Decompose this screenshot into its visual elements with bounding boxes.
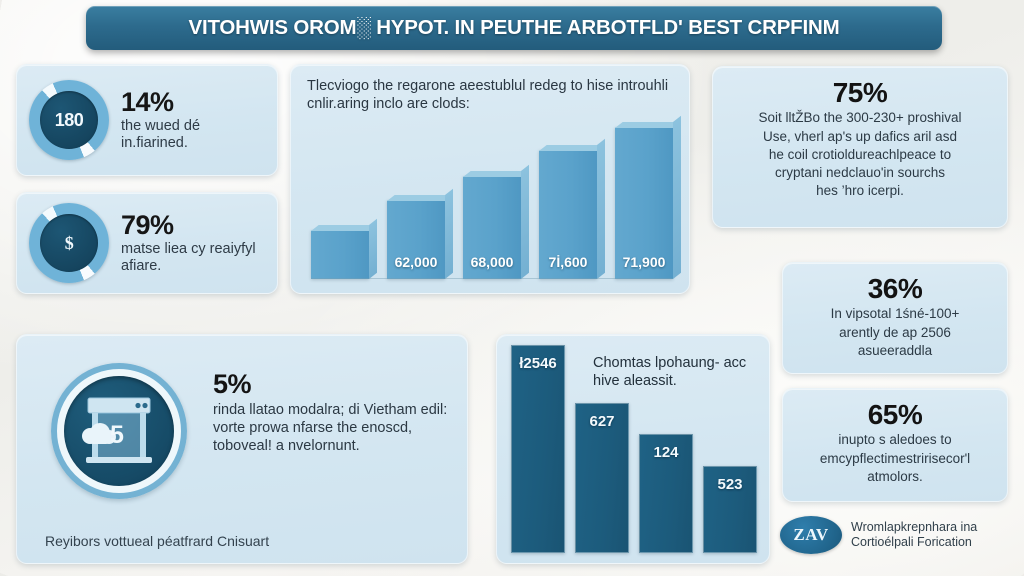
stat-percent: 14%: [121, 86, 174, 117]
feature-panel: 5 5% rinda llatao modalra; di Vietham ed…: [16, 334, 468, 564]
logo-text-block: Wromlapkrepnhara ina Cortioélpali Forica…: [851, 520, 977, 551]
stat-line: emcypflectimestririsecor'l: [819, 450, 971, 466]
header-banner: VITOHWIS OROM░ HYPOT. IN PEUTHE ARBOTFLD…: [86, 6, 942, 50]
stat-line: hes ’hro icerpi.: [816, 183, 904, 199]
bottom-chart-panel: ł2546 627 124 523 Chomtas lpohaung- acc …: [496, 334, 770, 564]
stat-description: the wued dé in.fiarined.: [121, 118, 201, 152]
bar-item: 68,000: [463, 175, 521, 279]
feature-footer-text: Reyibors vottueal péatfrard Cnisuart: [45, 533, 270, 549]
stat-line: cryptani nedclauo'in sourchs: [775, 165, 945, 181]
logo-mark-icon: ZAV: [780, 516, 842, 554]
bar-value-label: 7İ,600: [548, 254, 588, 270]
stat-card-36: 36% In vipsotal 1śné-100+ arently de ap …: [782, 262, 1008, 374]
bar-item: 7İ,600: [539, 149, 597, 279]
stat-percent: 75%: [832, 77, 888, 108]
stat-card-donut: 180 14% the wued dé in.fiarined.: [16, 64, 278, 176]
badge-glyph: 5: [82, 397, 152, 463]
feature-description: rinda llatao modalra; di Vietham edil: v…: [213, 402, 448, 454]
stat-line: asueeraddla: [857, 342, 933, 358]
top-chart-panel: Tlecviogo the regarone aeestublul redeg …: [290, 64, 690, 294]
bar-item: 62,000: [387, 199, 445, 279]
stat-line: Soit lltŽBo the 300-230+ proshival: [758, 110, 962, 126]
page-title: VITOHWIS OROM░ HYPOT. IN PEUTHE ARBOTFLD…: [188, 16, 840, 39]
feature-percent: 5%: [213, 369, 252, 399]
bar-value-label: 523: [717, 475, 743, 493]
dollar-circle-icon: $: [29, 203, 109, 283]
bottom-chart-note: Chomtas lpohaung- acc hive aleassit.: [593, 355, 747, 389]
stat-line: arently de ap 2506: [839, 324, 951, 340]
stat-line: inupto s aledoes to: [838, 432, 952, 448]
donut-center-value: 180: [54, 109, 84, 130]
donut-chart-icon: 180: [29, 80, 109, 160]
top-bar-chart: 62,000 68,000 7İ,600 71,900: [311, 127, 673, 279]
badge-outer-ring: [51, 363, 187, 499]
donut-center: 180: [40, 91, 98, 149]
bar-item: 71,900: [615, 127, 673, 279]
bottom-chart-bars: ł2546 627 124 523: [511, 345, 757, 553]
stat-card-65: 65% inupto s aledoes to emcypflectimestr…: [782, 388, 1008, 502]
bar-item: 124: [639, 434, 693, 553]
svg-text:5: 5: [110, 421, 124, 449]
stat-line: he coil crotioldureachlpeace to: [768, 146, 952, 162]
bar-item: ł2546: [511, 345, 565, 553]
stat-card-75: 75% Soit lltŽBo the 300-230+ proshival U…: [712, 66, 1008, 228]
top-chart-intro: Tlecviogo the regarone aeestublul redeg …: [307, 78, 669, 112]
dollar-center: $: [40, 214, 98, 272]
bar-item: 523: [703, 465, 757, 553]
bar-value-label: 627: [589, 413, 615, 431]
stat-text-block: 79% matse liea cy reaiyfyl afiare.: [121, 209, 265, 276]
bar-value-label: 71,900: [622, 254, 666, 270]
chart-baseline: [311, 278, 673, 279]
stat-card-dollar: $ 79% matse liea cy reaiyfyl afiare.: [16, 192, 278, 294]
stat-line: atmolors.: [867, 468, 923, 484]
stat-line: Use, vherl ap's up dafics aril asd: [763, 128, 957, 144]
bar-value-label: 124: [653, 444, 679, 462]
dollar-glyph: $: [64, 233, 74, 253]
stat-percent: 36%: [867, 273, 923, 304]
footer-logo: ZAV Wromlapkrepnhara ina Cortioélpali Fo…: [780, 516, 977, 554]
stat-description: matse liea cy reaiyfyl afiare.: [121, 241, 256, 275]
bar-item: 627: [575, 403, 629, 553]
bar-item: [311, 230, 369, 279]
logo-mark-text: ZAV: [793, 525, 829, 544]
top-chart-bars: 62,000 68,000 7İ,600 71,900: [311, 127, 673, 279]
bar-value-label: 68,000: [470, 254, 514, 270]
stat-line: In vipsotal 1śné-100+: [830, 306, 960, 322]
bar-value-label: ł2546: [519, 355, 557, 372]
stat-text-block: 14% the wued dé in.fiarined.: [121, 86, 265, 153]
logo-line-2: Cortioélpali Forication: [851, 535, 972, 549]
bottom-bar-chart: ł2546 627 124 523 Chomtas lpohaung- acc …: [511, 345, 757, 553]
stat-percent: 65%: [867, 399, 923, 430]
feature-text-block: 5% rinda llatao modalra; di Vietham edil…: [213, 369, 451, 456]
bar-value-label: 62,000: [394, 254, 438, 270]
server-rack-building-icon: 5: [51, 363, 187, 499]
logo-line-1: Wromlapkrepnhara ina: [851, 519, 978, 534]
stat-percent: 79%: [121, 209, 174, 240]
